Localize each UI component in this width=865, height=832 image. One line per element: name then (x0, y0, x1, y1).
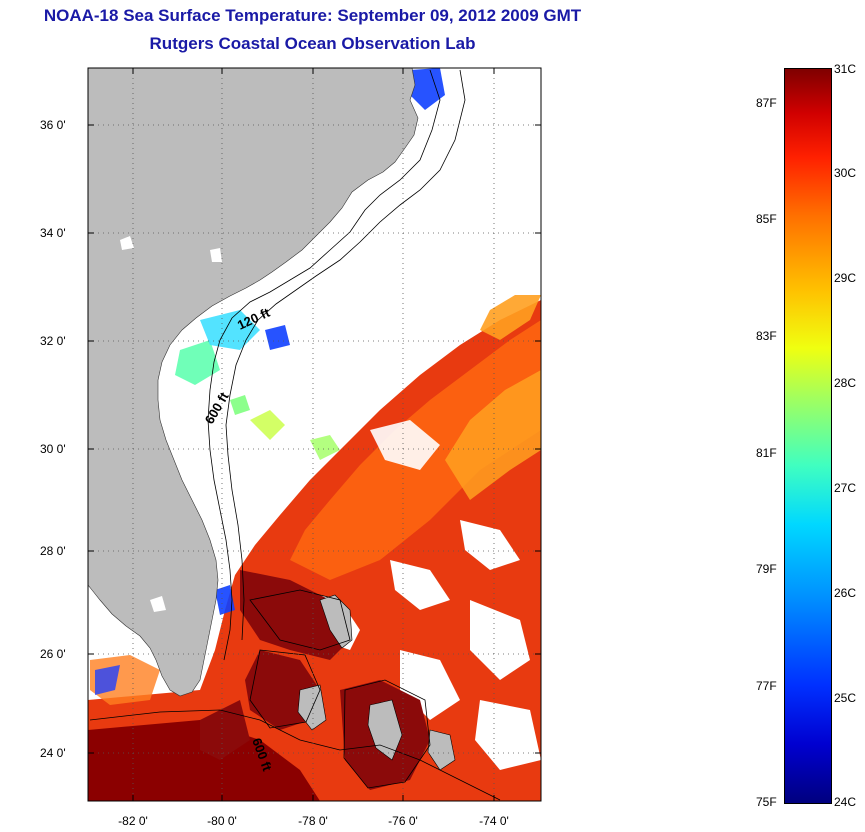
colorbar-c-label: 27C (834, 481, 857, 495)
colorbar-c-label: 28C (834, 376, 857, 390)
lat-label: 34 0' (40, 226, 66, 240)
island (319, 594, 353, 649)
lon-label: -80 0' (207, 814, 237, 828)
colorbar-c-label: 30C (834, 166, 857, 180)
colorbar-c-label: 31C (834, 62, 857, 76)
lon-label: -74 0' (479, 814, 509, 828)
colorbar-f-label: 85F (756, 212, 777, 226)
colorbar-f-label: 79F (756, 562, 777, 576)
lon-label: -76 0' (388, 814, 418, 828)
chart-subtitle: Rutgers Coastal Ocean Observation Lab (149, 34, 476, 53)
lat-label: 32 0' (40, 334, 66, 348)
colorbar-c-label: 25C (834, 691, 857, 705)
lat-label: 28 0' (40, 544, 66, 558)
lat-label: 24 0' (40, 746, 66, 760)
isobath-contours (89, 69, 501, 801)
lat-label: 36 0' (40, 118, 66, 132)
colorbar-f-label: 77F (756, 679, 777, 693)
colorbar (784, 68, 832, 804)
colorbar-f-label: 87F (756, 96, 777, 110)
lat-label: 30 0' (40, 442, 66, 456)
map-frame (87, 67, 542, 802)
colorbar-f-label: 75F (756, 795, 777, 809)
colorbar-f-label: 81F (756, 446, 777, 460)
lon-label: -82 0' (118, 814, 148, 828)
lat-label: 26 0' (40, 647, 66, 661)
chart-title: NOAA-18 Sea Surface Temperature: Septemb… (43, 6, 582, 25)
lon-label: -78 0' (298, 814, 328, 828)
axis-ticks (88, 68, 541, 801)
colorbar-c-label: 29C (834, 271, 857, 285)
colorbar-c-label: 26C (834, 586, 857, 600)
land-mask (88, 68, 419, 697)
island (427, 729, 456, 771)
colorbar-c-label: 24C (834, 795, 857, 809)
island (367, 699, 403, 761)
colorbar-f-label: 83F (756, 329, 777, 343)
graticule (88, 68, 541, 801)
